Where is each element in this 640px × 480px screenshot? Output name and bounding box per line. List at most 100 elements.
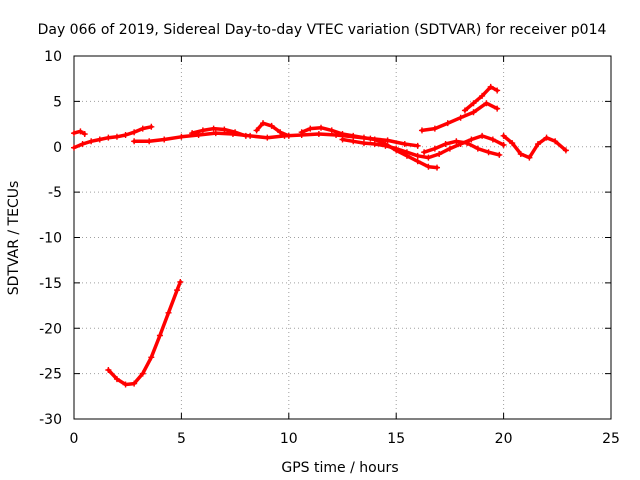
data-point [360, 140, 367, 147]
data-point [264, 134, 271, 141]
axis-ticks: 0 5 10 15 20 25 10 5 0 -5 -10 -15 -20 -25 -30 [39, 49, 620, 447]
x-tick-label: 10 [280, 431, 298, 447]
data-point [174, 287, 181, 294]
data-point [350, 138, 357, 145]
data-point [434, 164, 441, 171]
series-arc-j [421, 138, 503, 158]
y-tick-label: -30 [39, 412, 62, 428]
plot-frame [73, 55, 612, 420]
data-point [371, 141, 378, 148]
data-point [444, 120, 451, 127]
series-arc-k [500, 132, 569, 161]
x-tick-label: 0 [70, 431, 79, 447]
data-point [199, 127, 206, 134]
data-point [436, 151, 443, 158]
data-point [285, 132, 292, 139]
series-arc-f [298, 124, 441, 171]
data-point [425, 154, 432, 161]
x-tick-label: 15 [387, 431, 405, 447]
data-point [457, 114, 464, 121]
data-point [552, 138, 559, 145]
y-tick-label: 0 [53, 140, 62, 156]
data-point [401, 141, 408, 148]
data-point [260, 120, 267, 127]
data-point [509, 140, 516, 147]
data-point [161, 136, 168, 143]
data-point [496, 151, 503, 158]
data-point [461, 107, 468, 114]
y-tick-label: -10 [39, 231, 62, 247]
data-point [487, 83, 494, 90]
y-tick-label: -20 [39, 321, 62, 337]
x-tick-label: 5 [177, 431, 186, 447]
data-point [526, 154, 533, 161]
data-point [105, 134, 112, 141]
data-point [489, 136, 496, 143]
data-point [88, 138, 95, 145]
data-point [131, 138, 138, 145]
data-point [534, 141, 541, 148]
series-line [254, 121, 291, 138]
data-point [470, 100, 477, 107]
data-point [298, 129, 305, 136]
data-point [500, 141, 507, 148]
data-point [384, 137, 391, 144]
data-point [113, 376, 120, 383]
data-point [442, 141, 449, 148]
series-arc-negative [105, 278, 184, 388]
data-point [474, 145, 481, 152]
data-point [77, 128, 84, 135]
x-tick-label: 25 [602, 431, 620, 447]
data-point [543, 134, 550, 141]
series-line [106, 280, 183, 387]
series-arc-d [189, 125, 249, 139]
chart-title: Day 066 of 2019, Sidereal Day-to-day VTE… [38, 22, 607, 38]
data-point [500, 132, 507, 139]
data-point [113, 133, 120, 140]
data-point [232, 129, 239, 136]
data-point [221, 126, 228, 133]
y-tick-label: -25 [39, 367, 62, 383]
data-point [315, 131, 322, 138]
data-point [483, 100, 490, 107]
data-point [318, 124, 325, 131]
data-point [96, 136, 103, 143]
data-point [339, 131, 346, 138]
data-point [468, 136, 475, 143]
data-point [189, 130, 196, 137]
y-tick-label: 5 [53, 94, 62, 110]
data-point [414, 142, 421, 149]
x-tick-label: 20 [495, 431, 513, 447]
series-line [501, 134, 568, 160]
data-point [470, 109, 477, 116]
data-point [81, 131, 88, 138]
data-point [425, 163, 432, 170]
data-point [139, 370, 146, 377]
data-point [414, 158, 421, 165]
x-axis-label: GPS time / hours [281, 460, 398, 476]
data-point [479, 132, 486, 139]
data-point [131, 380, 138, 387]
data-point [210, 125, 217, 132]
data-point [421, 149, 428, 156]
data-point [79, 141, 86, 148]
data-point [165, 309, 172, 316]
data-point [494, 105, 501, 112]
data-point [105, 366, 112, 373]
data-point [122, 131, 129, 138]
data-point [414, 152, 421, 159]
data-point [494, 87, 501, 94]
series-line [420, 101, 499, 133]
data-point [360, 134, 367, 141]
data-point [453, 138, 460, 145]
y-tick-label: -5 [48, 185, 62, 201]
data-point [253, 127, 260, 134]
series-line [72, 125, 154, 150]
y-tick-label: -15 [39, 276, 62, 292]
data-point [517, 151, 524, 158]
data-point [146, 138, 153, 145]
data-point [393, 145, 400, 152]
data-point [464, 140, 471, 147]
data-point [418, 127, 425, 134]
